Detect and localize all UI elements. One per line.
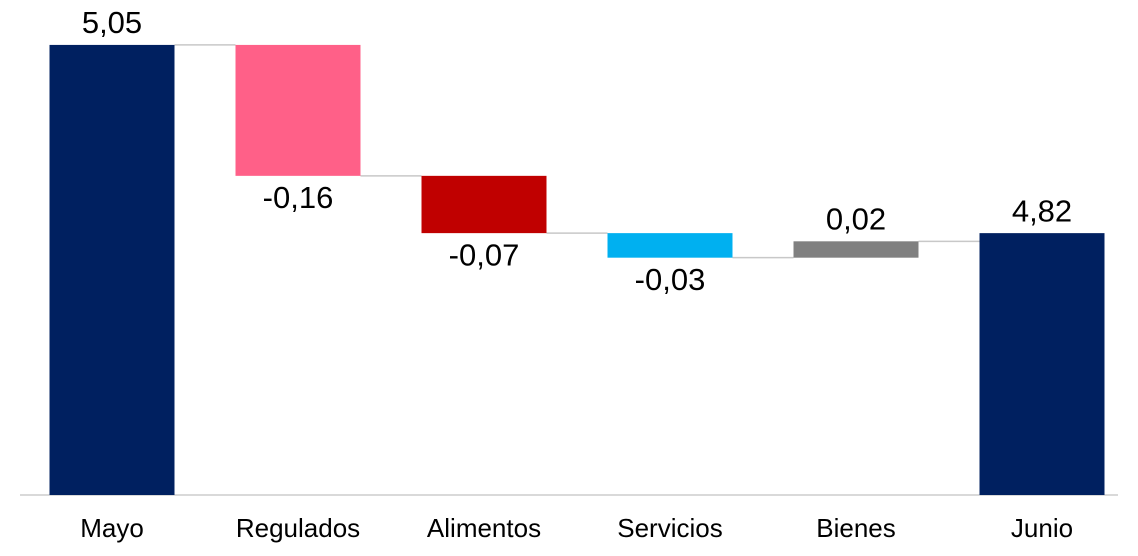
x-tick-label: Alimentos <box>427 513 541 543</box>
x-tick-label: Junio <box>1011 513 1073 543</box>
x-tick-label: Mayo <box>80 513 144 543</box>
bar <box>979 233 1105 495</box>
data-label: -0,03 <box>635 262 706 297</box>
data-label: -0,07 <box>449 237 520 272</box>
data-label: 4,82 <box>1012 193 1072 228</box>
bar <box>421 175 547 234</box>
bar <box>235 44 361 176</box>
x-tick-label: Bienes <box>816 513 896 543</box>
bar <box>793 241 919 258</box>
x-tick-label: Servicios <box>617 513 722 543</box>
data-label: 0,02 <box>826 202 886 237</box>
data-label: -0,16 <box>263 180 334 215</box>
bar <box>607 233 733 258</box>
x-tick-label: Regulados <box>236 513 360 543</box>
bar <box>49 44 175 496</box>
data-label: 5,05 <box>82 5 142 40</box>
